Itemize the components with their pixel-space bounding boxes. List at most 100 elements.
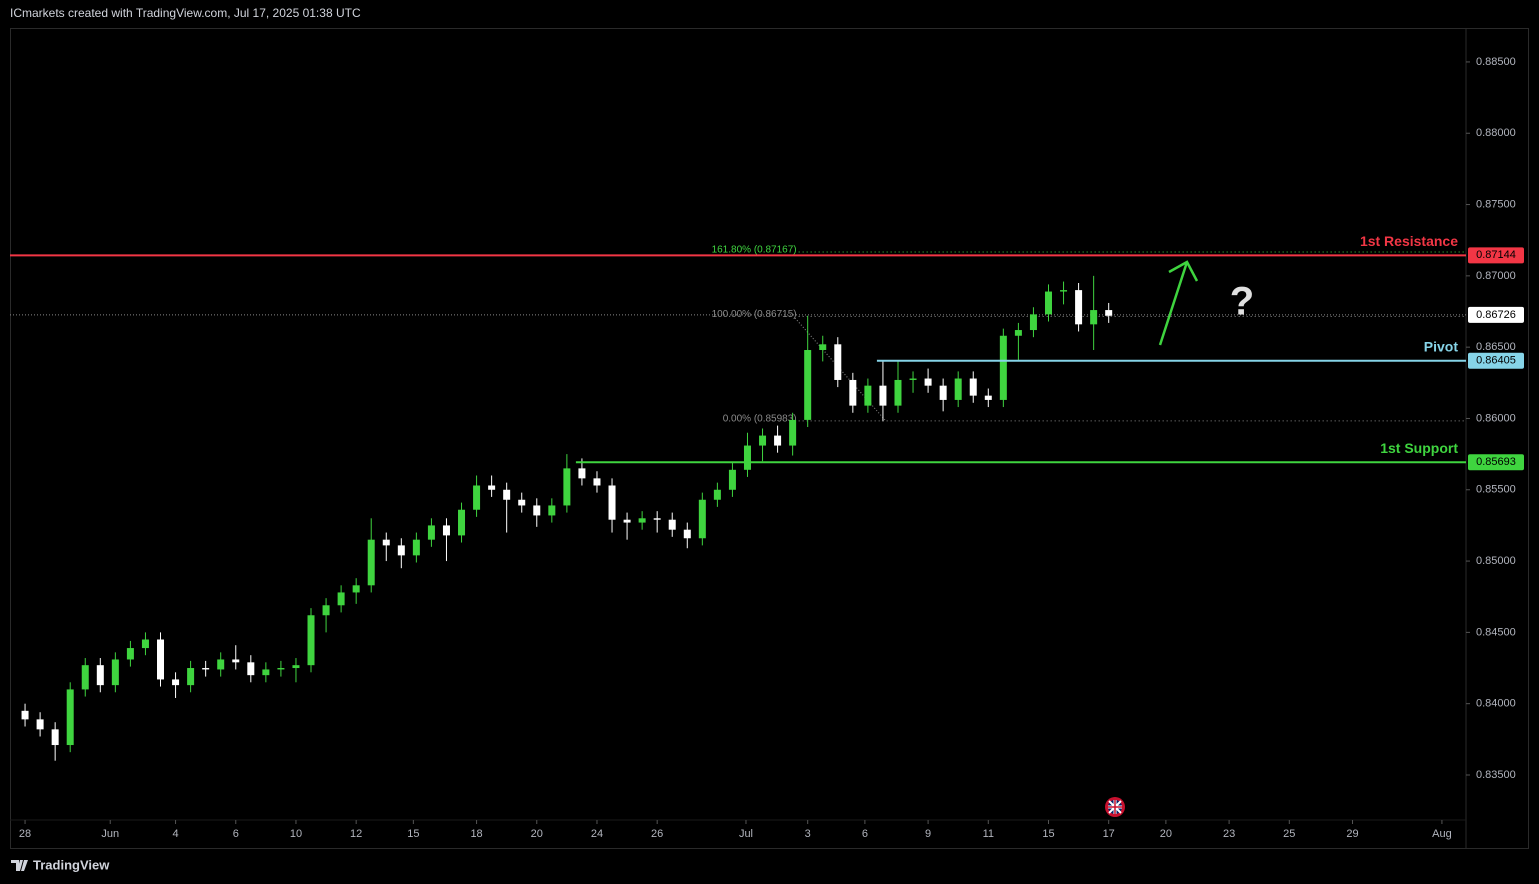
candle-body: [969, 378, 977, 396]
candle-body: [322, 605, 330, 616]
candle-body: [653, 518, 661, 520]
candle-body: [804, 350, 812, 420]
candle-body: [984, 395, 992, 400]
uk-flag: [1105, 797, 1125, 817]
candle-body: [834, 344, 842, 380]
x-tick-label: 29: [1346, 828, 1358, 840]
candle-body: [879, 385, 887, 406]
y-tick-label: 0.86500: [1476, 341, 1516, 353]
candle-body: [864, 385, 872, 406]
y-tick-label: 0.85500: [1476, 484, 1516, 496]
x-tick-label: 24: [591, 828, 603, 840]
candle-body: [247, 662, 255, 676]
x-tick-label: 26: [651, 828, 663, 840]
y-tick-label: 0.84000: [1476, 698, 1516, 710]
candle-body: [442, 525, 450, 536]
candle-body: [713, 489, 721, 500]
candle-body: [126, 648, 134, 660]
frame: [10, 28, 1529, 849]
level-price-box: [1468, 454, 1524, 471]
candle-body: [728, 469, 736, 490]
candle-body: [578, 468, 586, 479]
last-price-box: [1468, 306, 1524, 323]
footer: TradingView: [33, 857, 110, 872]
candle-body: [232, 659, 240, 663]
x-tick-label: 4: [172, 828, 178, 840]
x-tick-label: 23: [1223, 828, 1235, 840]
level-name: 1st Support: [1380, 440, 1458, 456]
x-tick-label: 6: [233, 828, 239, 840]
tv-logo: [11, 860, 28, 871]
level-price: 0.87144: [1476, 249, 1516, 261]
arrow: [1158, 260, 1199, 346]
candle-body: [187, 668, 195, 686]
candle-body: [518, 499, 526, 506]
candle-body: [593, 478, 601, 486]
candle-body: [277, 668, 285, 670]
candle-body: [668, 519, 676, 530]
fib-label: 0.00% (0.85983): [723, 414, 797, 425]
x-tick-label: Jun: [101, 828, 119, 840]
candle-body: [202, 668, 210, 670]
x-tick-label: Jul: [739, 828, 753, 840]
level-name: 1st Resistance: [1360, 233, 1458, 249]
candle-body: [683, 529, 691, 539]
x-tick-label: 10: [290, 828, 302, 840]
candle-body: [759, 435, 767, 446]
x-tick-label: 20: [531, 828, 543, 840]
candle-body: [262, 669, 270, 676]
x-tick-label: 3: [805, 828, 811, 840]
candle-body: [157, 639, 165, 680]
candle-body: [939, 385, 947, 400]
last-price-label: 0.86726: [1476, 309, 1516, 321]
candle-body: [21, 710, 29, 720]
x-tick-label: Aug: [1432, 828, 1452, 840]
candle-body: [81, 665, 89, 690]
level-price-box: [1468, 247, 1524, 264]
candle-body: [999, 335, 1007, 400]
fib-label: 161.80% (0.87167): [712, 245, 797, 256]
level-price: 0.85693: [1476, 456, 1516, 468]
candle-body: [894, 379, 902, 406]
candle-body: [1105, 310, 1113, 316]
y-tick-label: 0.88500: [1476, 56, 1516, 68]
candle-body: [608, 485, 616, 520]
candle-body: [1060, 290, 1068, 292]
candle-body: [367, 539, 375, 586]
candle-body: [924, 378, 932, 386]
candle-body: [352, 585, 360, 593]
candle-body: [849, 379, 857, 406]
candle-body: [307, 615, 315, 666]
level-name: Pivot: [1424, 338, 1459, 354]
y-tick-label: 0.87500: [1476, 198, 1516, 210]
candle-body: [533, 505, 541, 516]
y-tick-label: 0.83500: [1476, 769, 1516, 781]
x-tick-label: 25: [1283, 828, 1295, 840]
candle-body: [819, 344, 827, 351]
candle-body: [698, 499, 706, 539]
candle-body: [1014, 330, 1022, 336]
candle-body: [563, 468, 571, 506]
candle-body: [412, 539, 420, 556]
x-tick-label: 11: [983, 828, 994, 840]
x-tick-label: 18: [470, 828, 482, 840]
candle-body: [337, 592, 345, 606]
y-tick-label: 0.84500: [1476, 626, 1516, 638]
candle-body: [909, 378, 917, 380]
candle-body: [954, 378, 962, 400]
fib-label: 100.00% (0.86715): [712, 309, 797, 320]
annotation: ?: [1230, 280, 1254, 324]
y-tick-label: 0.86000: [1476, 412, 1516, 424]
candle-body: [774, 435, 782, 446]
x-tick-label: 15: [407, 828, 419, 840]
x-tick-label: 9: [925, 828, 931, 840]
candle-body: [217, 659, 225, 670]
candle-body: [743, 445, 751, 470]
level-price: 0.86405: [1476, 355, 1516, 367]
candle-body: [488, 485, 496, 490]
candle-body: [789, 419, 797, 446]
candle-body: [397, 545, 405, 556]
x-tick-label: 28: [19, 828, 31, 840]
